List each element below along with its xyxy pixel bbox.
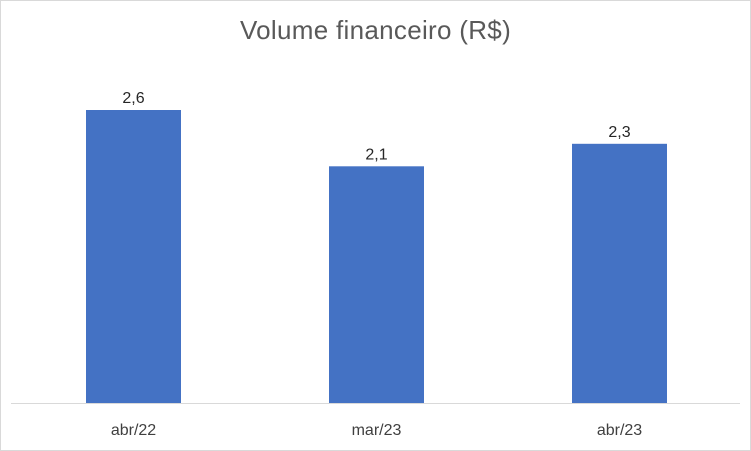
data-label-abr/22: 2,6 bbox=[122, 90, 144, 107]
x-tick-label-abr/23: abr/23 bbox=[597, 422, 642, 439]
bar-mar/23 bbox=[329, 166, 424, 403]
x-tick-label-abr/22: abr/22 bbox=[111, 422, 156, 439]
data-label-mar/23: 2,1 bbox=[365, 146, 387, 163]
bar-abr/23 bbox=[572, 143, 667, 404]
data-label-abr/23: 2,3 bbox=[608, 124, 630, 141]
bar-abr/22 bbox=[86, 110, 181, 403]
chart-title: Volume financeiro (R$) bbox=[239, 15, 512, 45]
x-tick-label-mar/23: mar/23 bbox=[352, 422, 402, 439]
